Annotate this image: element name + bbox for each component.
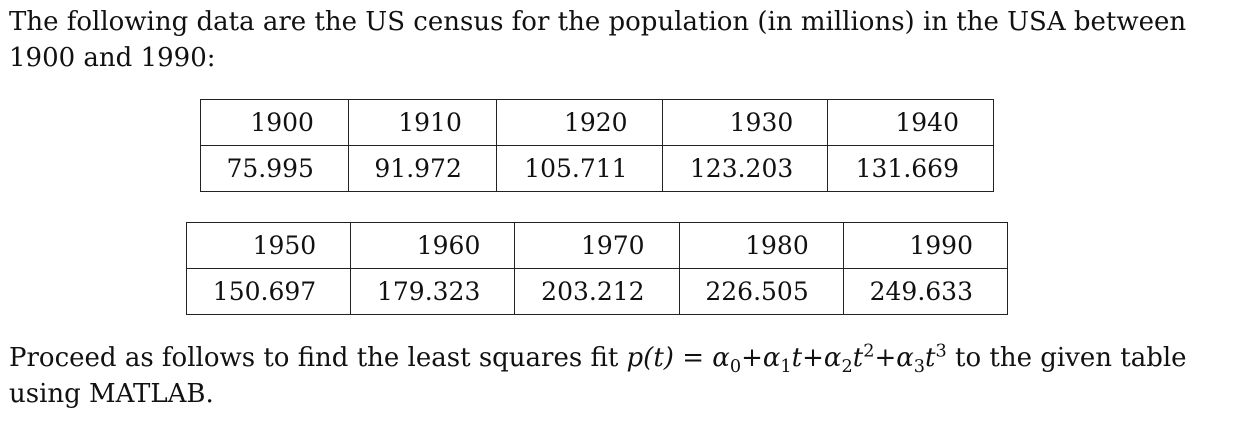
population-cell: 179.323 bbox=[350, 268, 516, 315]
instruction-line-1: Proceed as follows to find the least squ… bbox=[9, 340, 1224, 377]
population-cell: 150.697 bbox=[185, 268, 352, 315]
formula-plus: + bbox=[802, 343, 824, 373]
year-cell: 1900 bbox=[200, 99, 349, 146]
formula-subscript: 1 bbox=[780, 357, 792, 378]
formula-variable: t bbox=[925, 343, 936, 373]
instruction-prefix: Proceed as follows to find the least squ… bbox=[9, 343, 619, 373]
intro-line-1: The following data are the US census for… bbox=[9, 7, 1187, 37]
instruction-suffix: to the given table bbox=[955, 343, 1187, 373]
formula-exponent: 3 bbox=[935, 341, 947, 362]
formula-plus: + bbox=[874, 343, 897, 373]
formula-plus: + bbox=[741, 343, 763, 373]
formula-subscript: 0 bbox=[729, 357, 742, 378]
population-row: 75.995 91.972 105.711 123.203 131.669 bbox=[200, 145, 994, 192]
population-cell: 226.505 bbox=[678, 268, 844, 315]
year-cell: 1990 bbox=[842, 222, 1009, 269]
formula-exponent: 2 bbox=[863, 341, 875, 362]
population-cell: 123.203 bbox=[661, 145, 829, 192]
population-row: 150.697 179.323 203.212 226.505 249.633 bbox=[185, 268, 1009, 315]
formula-subscript: 3 bbox=[913, 357, 926, 378]
year-row: 1900 1910 1920 1930 1940 bbox=[200, 99, 994, 146]
year-cell: 1970 bbox=[514, 222, 680, 269]
intro-paragraph: The following data are the US census for… bbox=[9, 4, 1224, 76]
formula-equals: = bbox=[682, 343, 704, 373]
year-cell: 1920 bbox=[495, 99, 663, 146]
census-table-1900-1940: 1900 1910 1920 1930 1940 75.995 91.972 1… bbox=[200, 99, 994, 192]
population-cell: 203.212 bbox=[514, 268, 680, 315]
year-row: 1950 1960 1970 1980 1990 bbox=[185, 222, 1009, 269]
population-cell: 249.633 bbox=[842, 268, 1009, 315]
year-cell: 1910 bbox=[347, 99, 497, 146]
formula-variable: t bbox=[852, 343, 864, 373]
year-cell: 1930 bbox=[661, 99, 829, 146]
population-cell: 105.711 bbox=[495, 145, 663, 192]
year-cell: 1950 bbox=[185, 222, 352, 269]
formula-alpha: α bbox=[762, 343, 781, 373]
year-cell: 1940 bbox=[827, 99, 994, 146]
intro-line-2: 1900 and 1990: bbox=[9, 43, 216, 73]
census-table-1950-1990: 1950 1960 1970 1980 1990 150.697 179.323… bbox=[185, 222, 1009, 315]
formula-lhs: p(t) bbox=[626, 343, 674, 373]
instruction-line-2: using MATLAB. bbox=[9, 379, 214, 409]
formula-variable: t bbox=[791, 343, 803, 373]
formula-subscript: 2 bbox=[841, 357, 853, 378]
population-cell: 75.995 bbox=[200, 145, 349, 192]
formula-alpha: α bbox=[712, 343, 730, 373]
formula-alpha: α bbox=[823, 343, 842, 373]
year-cell: 1960 bbox=[350, 222, 516, 269]
instruction-paragraph: Proceed as follows to find the least squ… bbox=[9, 340, 1224, 412]
population-cell: 131.669 bbox=[827, 145, 994, 192]
year-cell: 1980 bbox=[678, 222, 844, 269]
formula-alpha: α bbox=[896, 343, 914, 373]
population-cell: 91.972 bbox=[347, 145, 497, 192]
polynomial-formula: p(t) = α0+α1t+α2t2+α3t3 bbox=[626, 341, 947, 377]
